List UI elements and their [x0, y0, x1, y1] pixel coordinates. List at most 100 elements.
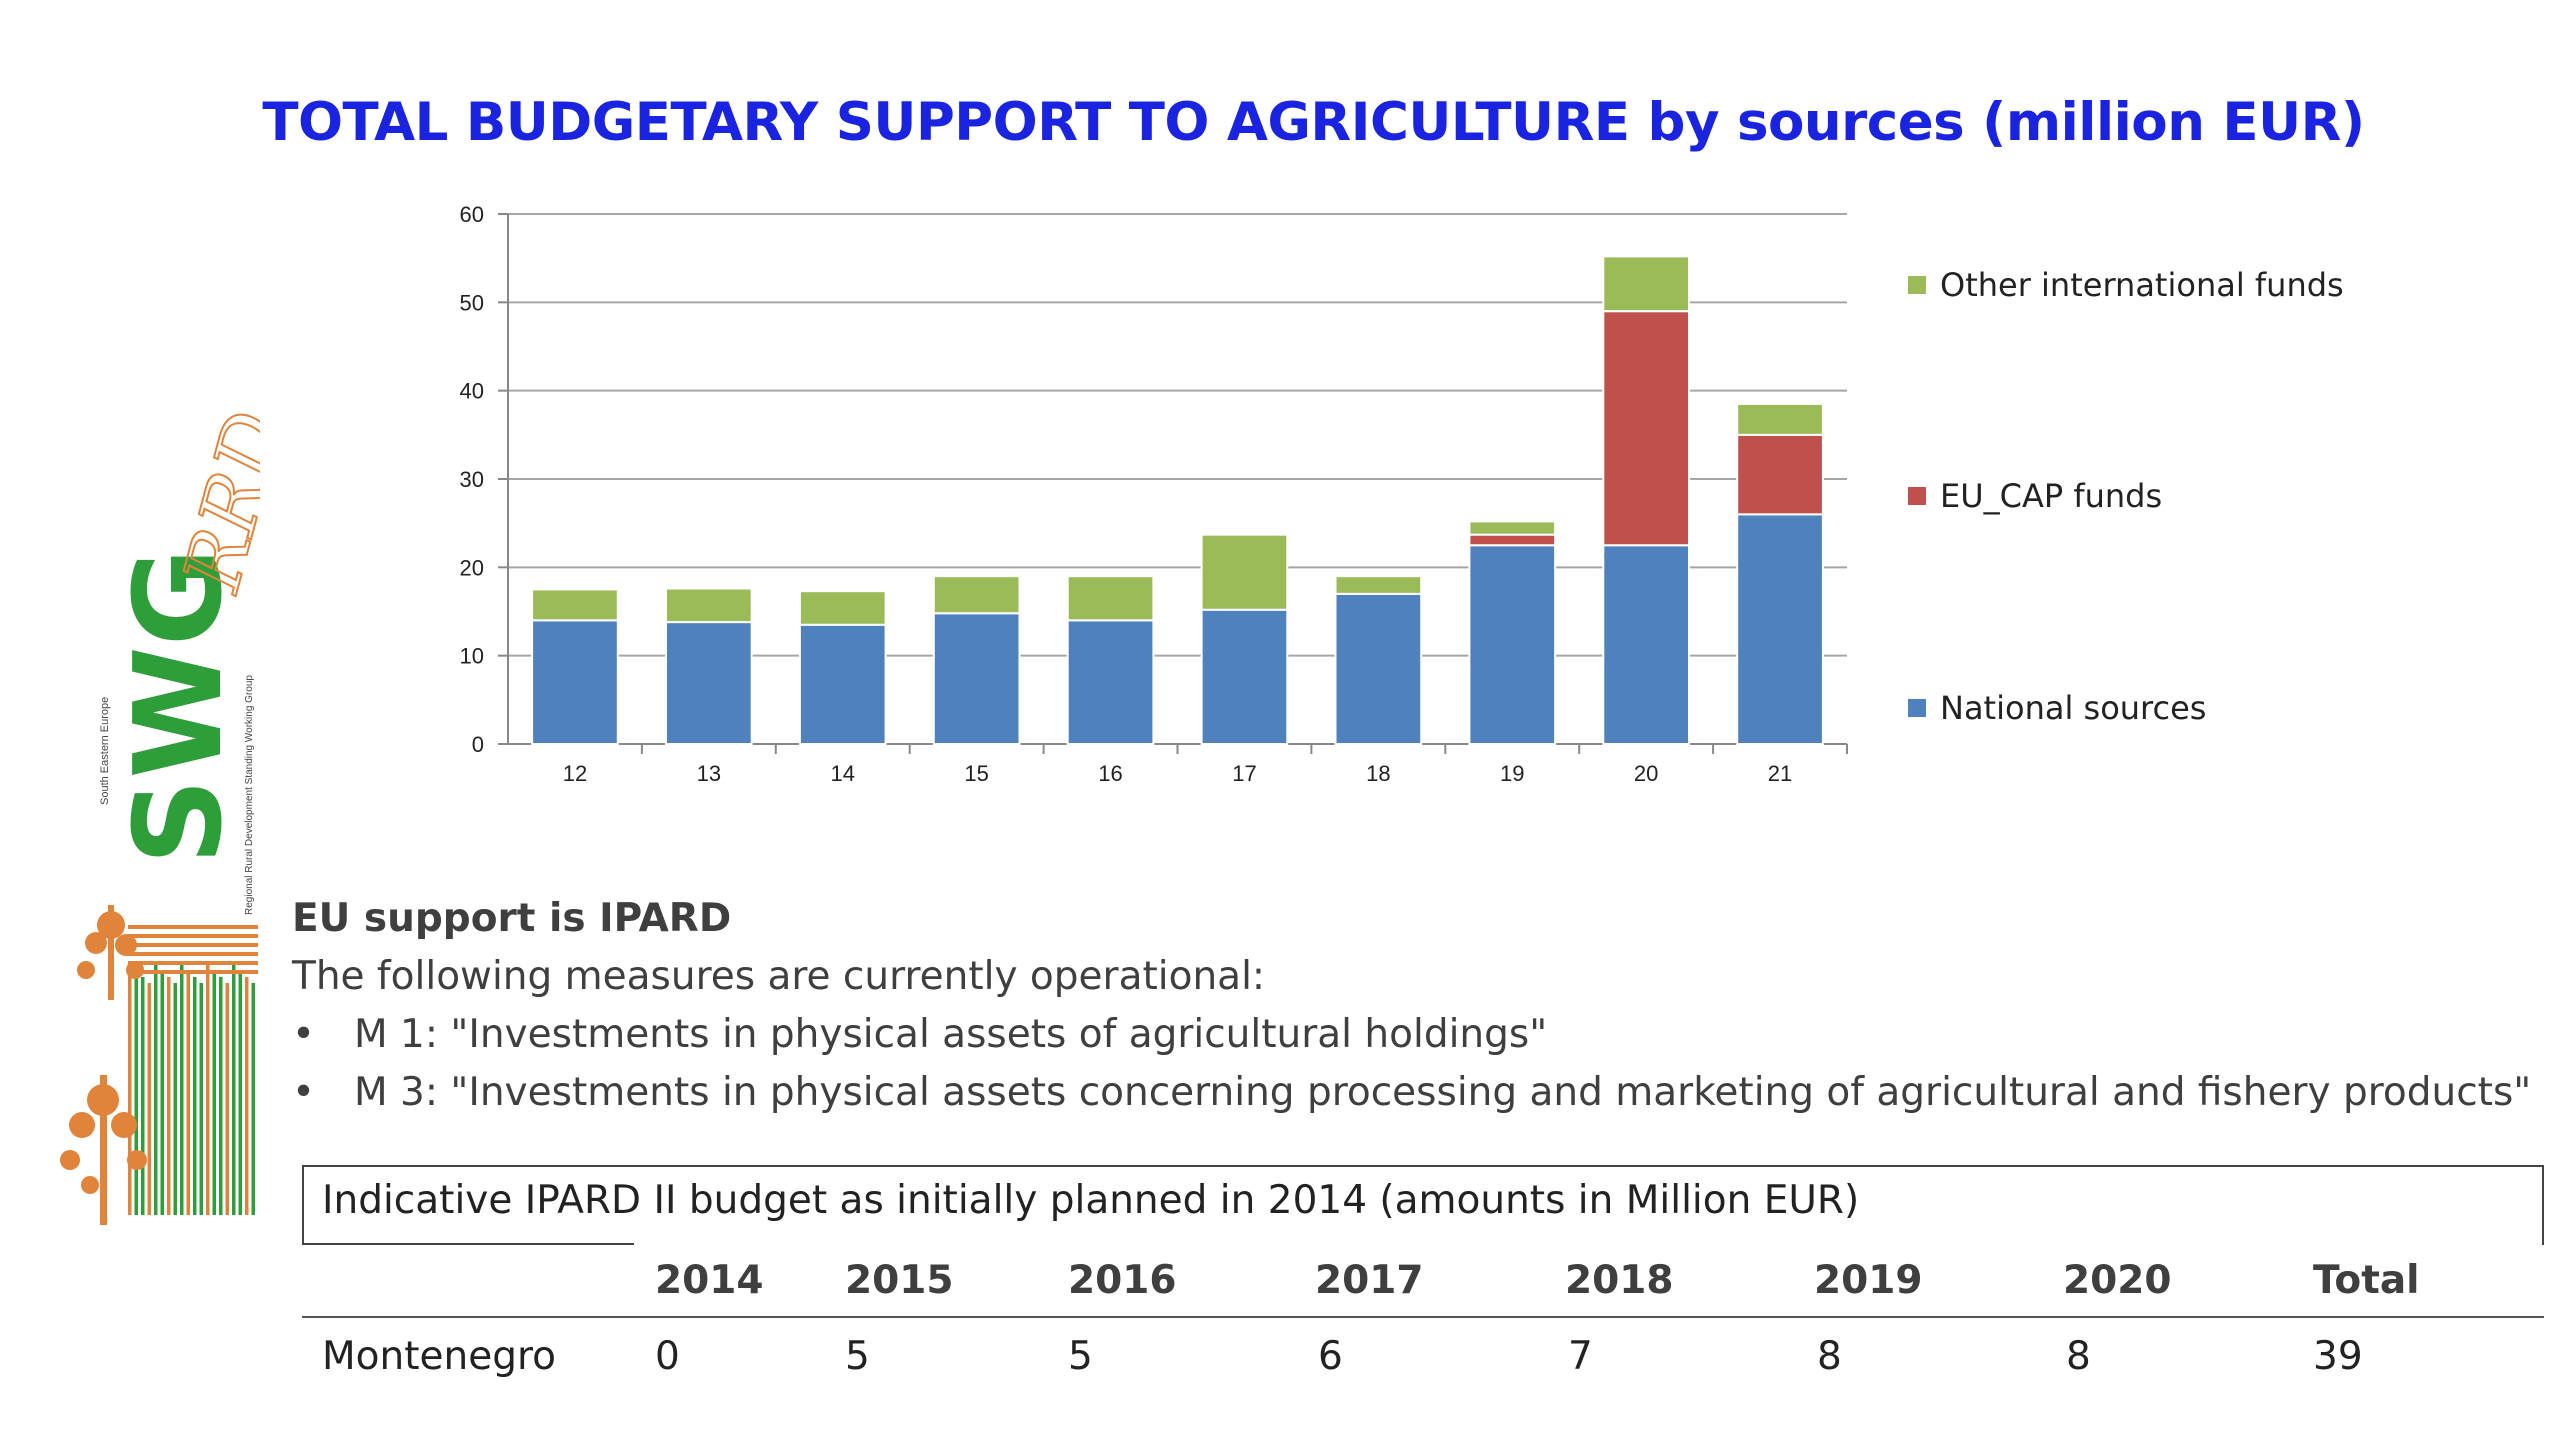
barcode-stripe — [141, 977, 145, 1215]
x-tick-label: 19 — [1500, 761, 1524, 786]
legend-swatch — [1908, 276, 1926, 294]
list-item: • M 1: "Investments in physical assets o… — [292, 1006, 2552, 1064]
bars — [531, 255, 1824, 745]
x-tick-label: 13 — [697, 761, 721, 786]
tree-icon — [60, 905, 147, 1225]
swg-rrd-logo: South Eastern Europe Regional Rural Deve… — [60, 402, 260, 1225]
legend-item: National sources — [1908, 688, 2206, 728]
table-header-cell: Total — [2313, 1258, 2420, 1303]
barcode-stripe — [193, 977, 197, 1215]
logo-suffix: RRD — [167, 403, 260, 602]
barcode-stripe — [128, 965, 132, 1215]
legend-item: EU_CAP funds — [1908, 476, 2162, 516]
y-tick-label: 20 — [460, 555, 484, 580]
barcode-stripe — [180, 965, 184, 1215]
x-tick-label: 17 — [1232, 761, 1256, 786]
caption-underline — [302, 1243, 634, 1245]
table-cell: 5 — [845, 1334, 870, 1379]
table-cell: 39 — [2313, 1334, 2363, 1379]
bar-segment — [1066, 575, 1155, 622]
intro-text: The following measures are currently ope… — [292, 954, 1266, 999]
x-tick-label: 21 — [1768, 761, 1792, 786]
bar-segment — [1066, 619, 1155, 745]
chart-title: TOTAL BUDGETARY SUPPORT TO AGRICULTURE b… — [262, 92, 2365, 153]
x-tick-label: 15 — [964, 761, 988, 786]
legend-swatch — [1908, 487, 1926, 505]
bullet-icon: • — [292, 1012, 316, 1057]
barcode-stripe — [147, 983, 151, 1215]
table-header-cell: 2014 — [655, 1258, 764, 1303]
y-tick-label: 10 — [460, 644, 484, 669]
bar-segment — [798, 623, 887, 745]
ipard-description: EU support is IPARD The following measur… — [292, 890, 2552, 1122]
bar-segment — [1602, 255, 1690, 313]
bar-segment — [932, 612, 1021, 745]
logo-wordmark: SWG — [110, 548, 249, 865]
table-cell: 5 — [1068, 1334, 1093, 1379]
barcode-stripe — [212, 971, 216, 1215]
budget-caption: Indicative IPARD II budget as initially … — [322, 1178, 1860, 1223]
barcode-stripe — [128, 943, 258, 947]
x-tick-label: 16 — [1098, 761, 1122, 786]
y-tick-labels: 0 10 20 30 40 50 60 — [460, 202, 508, 757]
barcode-stripe — [128, 961, 258, 965]
table-header-cell: 2019 — [1814, 1258, 1923, 1303]
section-heading: EU support is IPARD — [292, 896, 732, 941]
bar-segment — [932, 575, 1021, 615]
legend-label: National sources — [1940, 689, 2207, 727]
barcode-stripe — [128, 952, 258, 956]
y-tick-label: 40 — [460, 379, 484, 404]
table-header-cell: 2018 — [1565, 1258, 1674, 1303]
y-tick-label: 60 — [460, 202, 484, 227]
table-cell: 7 — [1568, 1334, 1593, 1379]
table-divider — [302, 1316, 2544, 1318]
table-cell: 8 — [1817, 1334, 1842, 1379]
x-tick-labels: 12 13 14 15 16 17 18 19 20 21 — [563, 744, 1848, 786]
barcode-stripe — [134, 971, 138, 1215]
logo-text-see: South Eastern Europe — [99, 697, 111, 805]
bar-segment — [1736, 513, 1824, 745]
barcode-stripe — [128, 925, 258, 929]
table-row-label: Montenegro — [322, 1334, 557, 1379]
bar-segment — [1468, 544, 1557, 745]
table-header-cell: 2017 — [1315, 1258, 1424, 1303]
budget-caption-box — [302, 1165, 2544, 1245]
barcode-stripe — [173, 983, 177, 1215]
bullet-icon: • — [292, 1070, 316, 1115]
table-header-cell: 2020 — [2063, 1258, 2172, 1303]
y-tick-label: 50 — [460, 290, 484, 315]
bar-segment — [1602, 544, 1690, 745]
barcode-stripe — [251, 983, 255, 1215]
bar-segment — [531, 588, 619, 622]
stacked-bar-chart: 0 10 20 30 40 50 60 12 13 14 15 16 17 18 19 20 21 — [460, 202, 1848, 786]
barcode-stripe — [160, 971, 164, 1215]
barcode-stripe — [232, 965, 236, 1215]
table-header-cell: 2016 — [1068, 1258, 1177, 1303]
bar-segment — [1200, 608, 1289, 745]
barcode-stripe — [128, 970, 258, 974]
bar-segment — [798, 590, 887, 626]
y-tick-label: 0 — [472, 732, 484, 757]
x-tick-label: 20 — [1634, 761, 1658, 786]
table-header-cell: 2015 — [845, 1258, 954, 1303]
table-cell: 6 — [1318, 1334, 1343, 1379]
bar-segment — [1602, 310, 1690, 547]
bar-segment — [531, 619, 619, 745]
logo-text-group: Regional Rural Development Standing Work… — [244, 675, 255, 915]
bar-segment — [1334, 592, 1423, 745]
bar-segment — [1334, 575, 1423, 595]
legend-item: Other international funds — [1908, 265, 2344, 305]
bar-segment — [1468, 533, 1557, 547]
bullet-text-m3: M 3: "Investments in physical assets con… — [354, 1070, 2532, 1115]
legend-label: Other international funds — [1940, 266, 2344, 304]
bar-segment — [1200, 533, 1289, 611]
barcode-stripe — [154, 965, 158, 1215]
barcode-stripe — [206, 965, 210, 1215]
bullet-text-m1: M 1: "Investments in physical assets of … — [354, 1012, 1548, 1057]
table-cell: 0 — [655, 1334, 680, 1379]
bar-segment — [665, 621, 753, 745]
x-tick-label: 12 — [563, 761, 587, 786]
bar-segment — [1736, 433, 1824, 516]
table-cell: 8 — [2066, 1334, 2091, 1379]
x-tick-label: 14 — [831, 761, 855, 786]
